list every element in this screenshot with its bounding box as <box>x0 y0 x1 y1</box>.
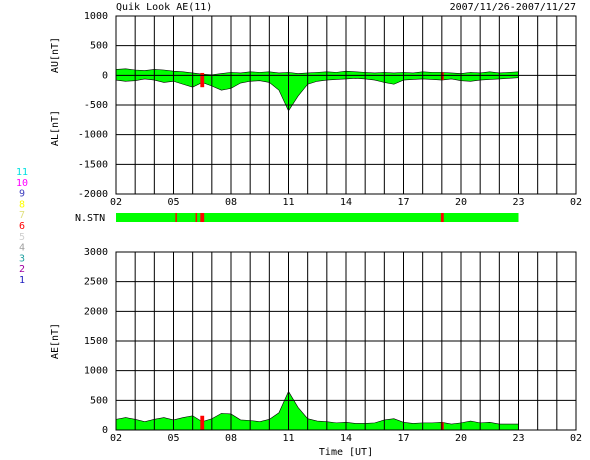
x-tick-label: 20 <box>455 197 467 208</box>
y-tick-label: 500 <box>90 395 108 406</box>
y-axis-label: AL[nT] <box>50 110 61 146</box>
station-legend-label: 5 <box>19 232 25 243</box>
x-tick-label: 23 <box>512 433 524 444</box>
x-tick-label: 17 <box>397 433 409 444</box>
y-tick-label: 1000 <box>84 11 108 22</box>
x-tick-label: 08 <box>225 197 237 208</box>
stn-bar <box>116 213 519 222</box>
y-tick-label: 0 <box>102 425 108 436</box>
x-tick-label: 14 <box>340 433 352 444</box>
date-range: 2007/11/26-2007/11/27 <box>450 2 576 13</box>
x-tick-label: 11 <box>282 197 294 208</box>
x-tick-label: 05 <box>167 197 179 208</box>
station-legend-label: 11 <box>16 167 28 178</box>
x-tick-label: 02 <box>110 197 122 208</box>
x-tick-label: 08 <box>225 433 237 444</box>
stn-highlight <box>200 213 205 222</box>
highlight-bar <box>200 415 205 430</box>
y-tick-label: 1000 <box>84 366 108 377</box>
station-legend-label: 8 <box>19 199 25 210</box>
x-tick-label: 05 <box>167 433 179 444</box>
y-tick-label: -2000 <box>78 189 108 200</box>
stn-label: N.STN <box>75 213 105 224</box>
stn-highlight <box>440 213 444 222</box>
x-tick-label: 02 <box>570 197 582 208</box>
y-tick-label: 2500 <box>84 277 108 288</box>
station-legend-label: 3 <box>19 253 25 264</box>
y-tick-label: 2000 <box>84 306 108 317</box>
area <box>115 68 519 76</box>
y-tick-label: -1000 <box>78 130 108 141</box>
x-tick-label: 14 <box>340 197 352 208</box>
y-axis-label: AE[nT] <box>50 323 61 359</box>
x-tick-label: 23 <box>512 197 524 208</box>
y-tick-label: 0 <box>102 70 108 81</box>
x-tick-label: 02 <box>110 433 122 444</box>
stn-highlight <box>195 213 198 222</box>
plot-frame <box>115 15 577 195</box>
area <box>115 390 519 431</box>
x-axis-label: Time [UT] <box>319 447 373 458</box>
station-legend-label: 10 <box>16 178 28 189</box>
station-legend-label: 7 <box>19 210 25 221</box>
y-tick-label: -500 <box>84 100 108 111</box>
x-tick-label: 02 <box>570 433 582 444</box>
plot-frame <box>115 251 577 431</box>
y-tick-label: 3000 <box>84 247 108 258</box>
highlight-bar <box>200 72 205 88</box>
x-tick-label: 17 <box>397 197 409 208</box>
area <box>115 75 519 112</box>
station-legend-label: 2 <box>19 264 25 275</box>
station-legend-label: 4 <box>19 243 25 254</box>
station-legend-label: 1 <box>19 275 25 286</box>
y-tick-label: 500 <box>90 41 108 52</box>
x-tick-label: 11 <box>282 433 294 444</box>
y-tick-label: -1500 <box>78 159 108 170</box>
stn-highlight <box>175 213 177 222</box>
chart-title: Quik Look AE(11) <box>116 2 212 13</box>
y-axis-label: AU[nT] <box>50 37 61 73</box>
y-tick-label: 1500 <box>84 336 108 347</box>
station-legend-label: 9 <box>19 189 25 200</box>
x-tick-label: 20 <box>455 433 467 444</box>
station-legend-label: 6 <box>19 221 25 232</box>
